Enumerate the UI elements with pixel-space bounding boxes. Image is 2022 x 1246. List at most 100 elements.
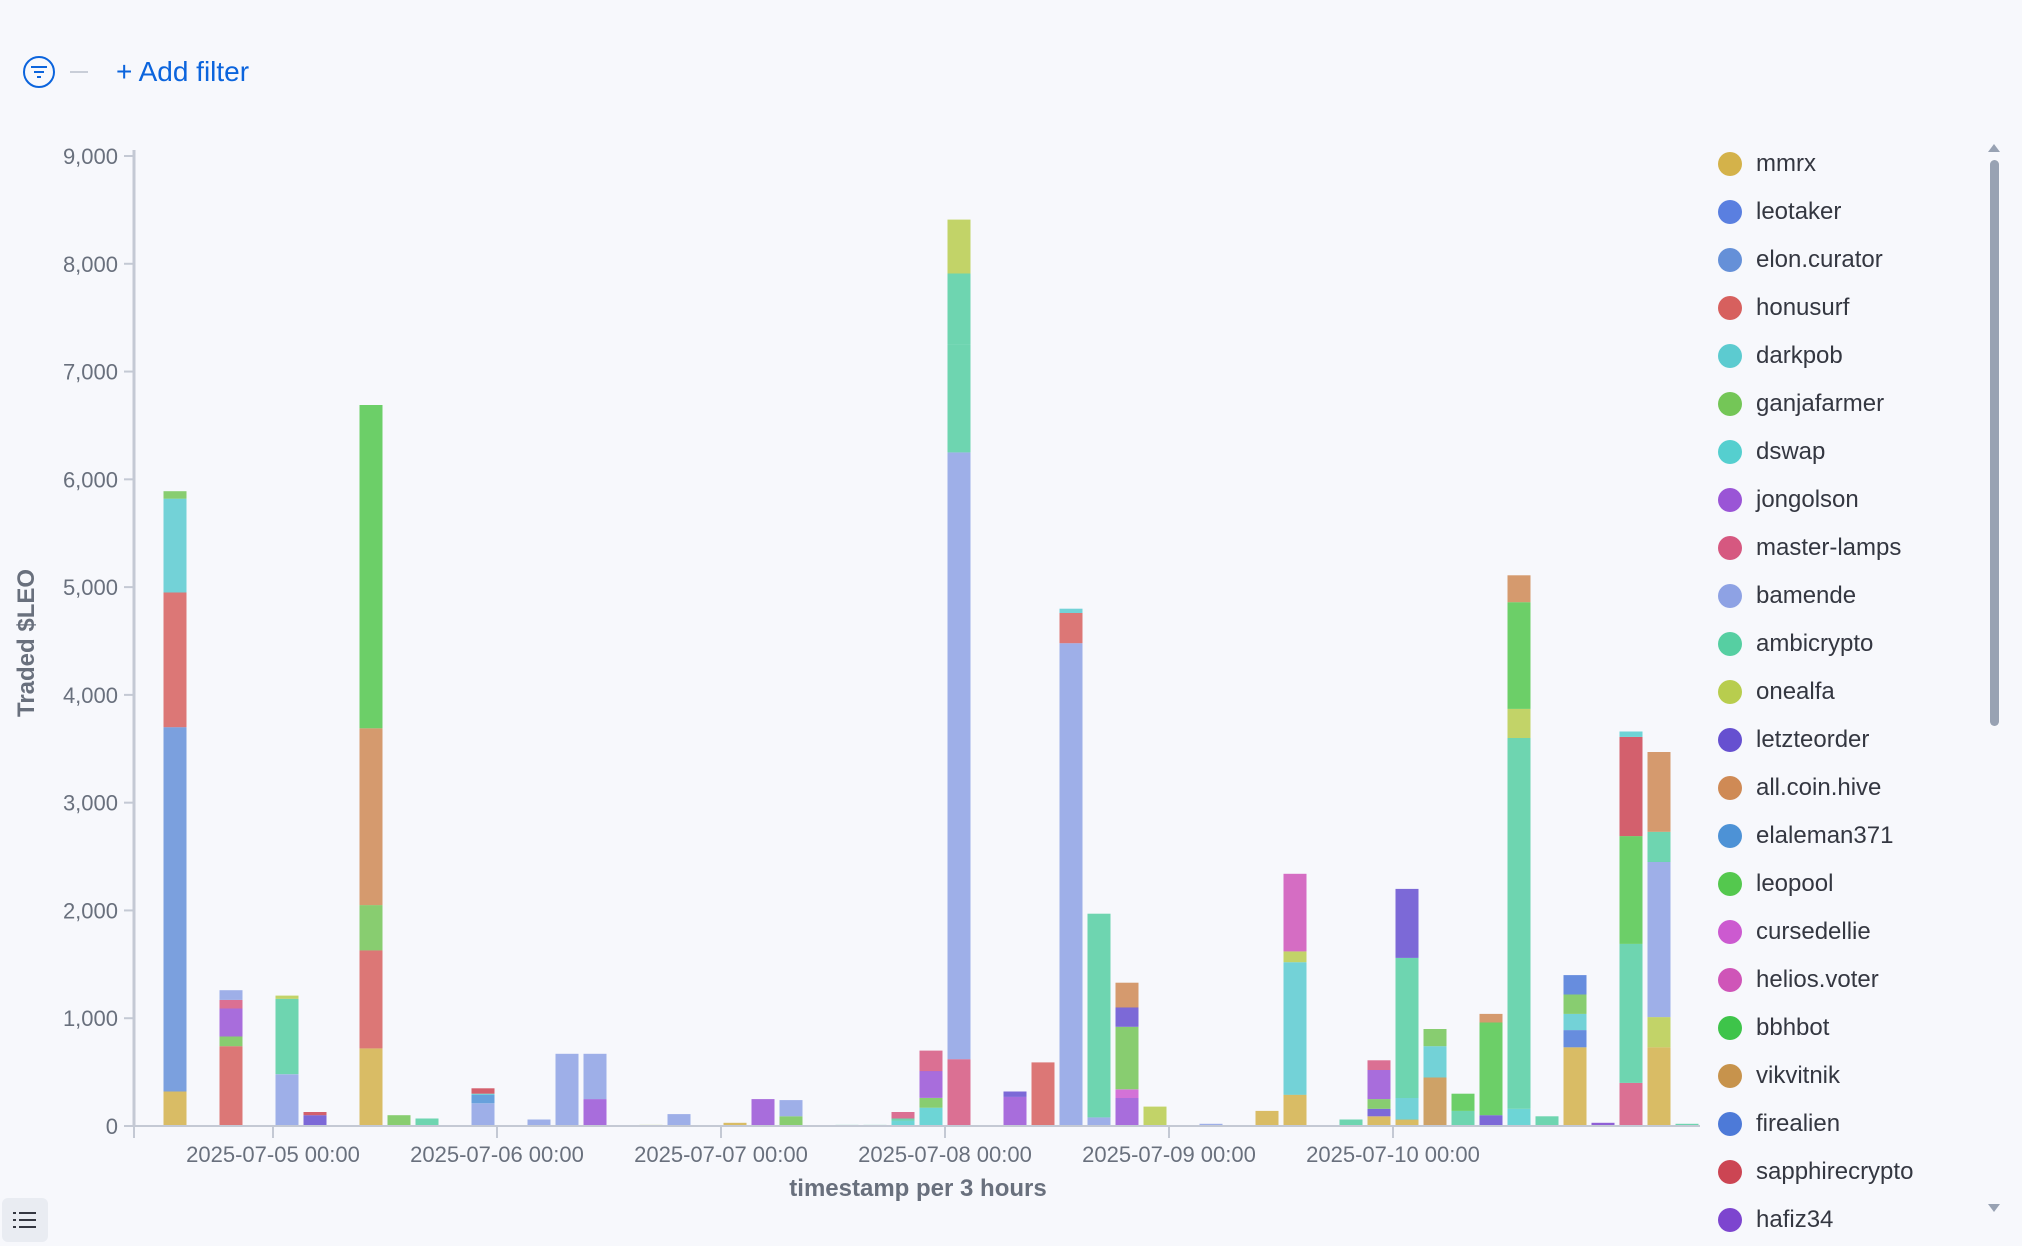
bar-segment-ganjafarmer[interactable] [1563,994,1587,1014]
bar-segment-mmrx[interactable] [1647,1047,1671,1126]
bar-segment-bamende[interactable] [555,1053,579,1126]
bar-segment-master-lamps[interactable] [919,1050,943,1072]
bar-segment-ambicrypto[interactable] [275,998,299,1075]
legend-item-elon-curator[interactable]: elon.curator [1718,236,1978,284]
bar-segment-dswap[interactable] [1619,731,1643,737]
bar-segment-darkpob[interactable] [1059,608,1083,613]
bar-segment-sapphirecrypto[interactable] [1619,736,1643,837]
bar-segment-dswap[interactable] [471,1093,495,1095]
bar-segment-onealfa[interactable] [1143,1106,1167,1126]
scroll-up-icon[interactable] [1988,144,2000,152]
bar-segment-dswap[interactable] [891,1120,915,1126]
bar-segment-ambicrypto[interactable] [1451,1110,1475,1126]
legend-item-ambicrypto[interactable]: ambicrypto [1718,620,1978,668]
bar-segment-letzteorder[interactable] [1479,1115,1503,1126]
legend-item-jongolson[interactable]: jongolson [1718,476,1978,524]
bar-segment-ambicrypto[interactable] [1619,943,1643,1083]
bar-segment-ganjafarmer[interactable] [163,491,187,499]
bar-segment-jongolson[interactable] [1367,1070,1391,1100]
bar-segment-sapphirecrypto[interactable] [303,1112,327,1116]
bar-segment-ganjafarmer[interactable] [1423,1029,1447,1047]
bar-segment-ganjafarmer[interactable] [387,1115,411,1126]
bar-segment-elon-curator[interactable] [163,727,187,1092]
bar-segment-letzteorder[interactable] [1395,888,1419,958]
bar-segment-bamende[interactable] [1087,1117,1111,1126]
bar-segment-mmrx[interactable] [163,1091,187,1127]
legend-item-vikvitnik[interactable]: vikvitnik [1718,1052,1978,1100]
bar-segment-ganjafarmer[interactable] [1367,1099,1391,1109]
bar-segment-bamende[interactable] [219,990,243,1000]
bar-segment-mmrx[interactable] [1255,1110,1279,1126]
bar-segment-letzteorder[interactable] [303,1115,327,1126]
legend-item-leopool[interactable]: leopool [1718,860,1978,908]
bar-segment-dswap[interactable] [1507,1108,1531,1126]
bar-segment-letzteorder[interactable] [1367,1108,1391,1117]
bar-segment-bamende[interactable] [1647,861,1671,1018]
bar-segment-bamende[interactable] [1059,643,1083,1126]
bar-segment-honusurf[interactable] [1031,1062,1055,1126]
legend-item-sapphirecrypto[interactable]: sapphirecrypto [1718,1148,1978,1196]
bar-segment-jongolson[interactable] [1115,1098,1139,1126]
legend-item-elaleman371[interactable]: elaleman371 [1718,812,1978,860]
bar-segment-master-lamps[interactable] [1619,1082,1643,1126]
bar-segment-leopool[interactable] [1451,1093,1475,1111]
bar-segment-darkpob[interactable] [1283,962,1307,1095]
bar-segment-all-coin-hive[interactable] [1507,575,1531,603]
bar-segment-ambicrypto[interactable] [1647,831,1671,862]
bar-segment-darkpob[interactable] [1563,1013,1587,1031]
bar-segment-ambicrypto[interactable] [1535,1116,1559,1126]
bar-segment-darkpob[interactable] [1395,1098,1419,1120]
bar-segment-darkpob[interactable] [1423,1046,1447,1078]
bar-segment-ambicrypto[interactable] [891,1118,915,1121]
scrollbar-thumb[interactable] [1990,160,1999,726]
bar-segment-ganjafarmer[interactable] [219,1036,243,1047]
legend-scrollbar[interactable] [1988,144,2002,1212]
add-filter-button[interactable]: + Add filter [116,56,250,87]
bar-segment-hafiz34[interactable] [1591,1122,1615,1126]
bar-segment-jongolson[interactable] [1003,1096,1027,1126]
bar-segment-ambicrypto[interactable] [1395,957,1419,1098]
filter-icon[interactable] [22,55,56,89]
bar-segment-honusurf[interactable] [219,1046,243,1126]
bar-segment-onealfa[interactable] [947,219,971,274]
legend-item-darkpob[interactable]: darkpob [1718,332,1978,380]
bar-segment-ambicrypto[interactable] [415,1118,439,1127]
bar-segment-bamende[interactable] [527,1119,551,1127]
bar-segment-helios-voter[interactable] [1283,873,1307,952]
legend-item-master-lamps[interactable]: master-lamps [1718,524,1978,572]
bar-segment-bamende[interactable] [667,1114,691,1126]
bar-segment-bamende[interactable] [275,1074,299,1126]
bar-segment-leopool[interactable] [359,405,383,729]
bar-segment-honusurf[interactable] [359,950,383,1049]
bar-segment-all-coin-hive[interactable] [359,728,383,906]
bar-segment-jongolson[interactable] [219,1008,243,1037]
bar-segment-ganjafarmer[interactable] [919,1098,943,1108]
bar-segment-ganjafarmer[interactable] [1115,1026,1139,1090]
bar-segment-ambicrypto[interactable] [947,344,971,453]
bar-segment-honusurf[interactable] [163,592,187,728]
legend-item-mmrx[interactable]: mmrx [1718,140,1978,188]
bar-segment-bamende[interactable] [583,1053,607,1100]
bar-segment-mmrx[interactable] [1283,1094,1307,1126]
legend-item-onealfa[interactable]: onealfa [1718,668,1978,716]
legend-item-honusurf[interactable]: honusurf [1718,284,1978,332]
bar-segment-ambicrypto[interactable] [1675,1123,1699,1126]
bar-segment-mmrx[interactable] [1563,1047,1587,1126]
bar-segment-leopool[interactable] [1507,602,1531,709]
bar-segment-ambicrypto[interactable] [1507,738,1531,1109]
legend-item-dswap[interactable]: dswap [1718,428,1978,476]
bar-segment-bamende[interactable] [947,452,971,1060]
legend-item-bbhbot[interactable]: bbhbot [1718,1004,1978,1052]
bar-segment-vikvitnik[interactable] [1423,1077,1447,1127]
bar-segment-firealien[interactable] [1563,1030,1587,1048]
bar-segment-ganjafarmer[interactable] [359,905,383,951]
bar-segment-all-coin-hive[interactable] [1647,752,1671,832]
bar-segment-leopool[interactable] [1479,1022,1503,1116]
bar-segment-mmrx[interactable] [1367,1116,1391,1126]
bar-segment-darkpob[interactable] [163,498,187,593]
bar-segment-honusurf[interactable] [1059,613,1083,644]
bar-segment-firealien[interactable] [1563,975,1587,995]
legend-item-letzteorder[interactable]: letzteorder [1718,716,1978,764]
bar-segment-dswap[interactable] [919,1107,943,1126]
bar-segment-mmrx[interactable] [359,1048,383,1126]
